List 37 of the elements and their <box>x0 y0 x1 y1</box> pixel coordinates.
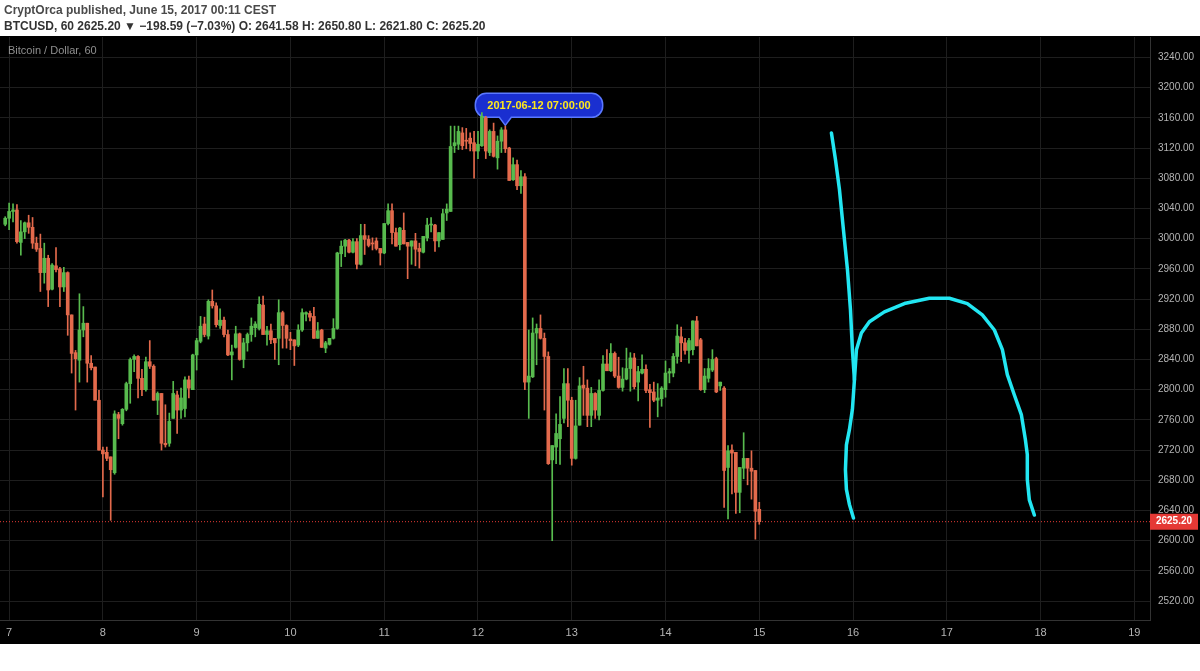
y-tick-label: 3160.00 <box>1158 111 1195 123</box>
y-tick-label: 2960.00 <box>1158 262 1195 274</box>
x-tick-label: 14 <box>659 625 672 638</box>
x-tick-label: 17 <box>940 625 953 638</box>
x-tick-label: 15 <box>753 625 766 638</box>
x-tick-label: 10 <box>284 625 297 638</box>
y-tick-label: 3240.00 <box>1158 51 1195 63</box>
y-tick-label: 2520.00 <box>1158 594 1195 606</box>
y-tick-label: 2920.00 <box>1158 292 1195 304</box>
y-tick-label: 2680.00 <box>1158 474 1195 486</box>
x-tick-label: 7 <box>6 625 13 638</box>
y-tick-label: 2880.00 <box>1158 323 1195 335</box>
y-tick-label: 3000.00 <box>1158 232 1195 244</box>
annotation: 2017-06-12 07:00:00 <box>487 98 591 111</box>
y-tick-label: 3200.00 <box>1158 81 1195 93</box>
x-tick-label: 9 <box>193 625 200 638</box>
x-tick-label: 13 <box>565 625 578 638</box>
y-tick-label: 2760.00 <box>1158 413 1195 425</box>
ref-line-label: 2625.20 <box>1155 515 1193 527</box>
x-tick-label: 12 <box>471 625 485 638</box>
y-tick-label: 2840.00 <box>1158 353 1195 365</box>
y-tick-label: 3040.00 <box>1158 202 1195 214</box>
y-tick-label: 2800.00 <box>1158 383 1195 395</box>
text: Bitcoin / Dollar, 60 <box>8 44 97 57</box>
chart-subtitle: BTCUSD, 60 2625.20 ▼ −198.59 (−7.03%) O: 2641.58 H: 2650.80 L: 2621.80 C: 2625.20 <box>4 19 486 33</box>
x-tick-label: 18 <box>1034 625 1047 638</box>
y-tick-label: 3120.00 <box>1158 141 1195 153</box>
x-tick-label: 8 <box>99 625 106 638</box>
y-tick-label: 3080.00 <box>1158 171 1195 183</box>
x-tick-label: 16 <box>846 625 860 638</box>
y-tick-label: 2640.00 <box>1158 504 1195 516</box>
y-tick-label: 2600.00 <box>1158 534 1195 546</box>
text: CryptOrca published, June 15, 2017 00:11 CEST <box>4 3 277 17</box>
y-tick-label: 2720.00 <box>1158 443 1195 455</box>
y-tick-label: 2560.00 <box>1158 564 1195 576</box>
x-tick-label: 19 <box>1128 625 1141 638</box>
x-tick-label: 11 <box>378 625 390 638</box>
